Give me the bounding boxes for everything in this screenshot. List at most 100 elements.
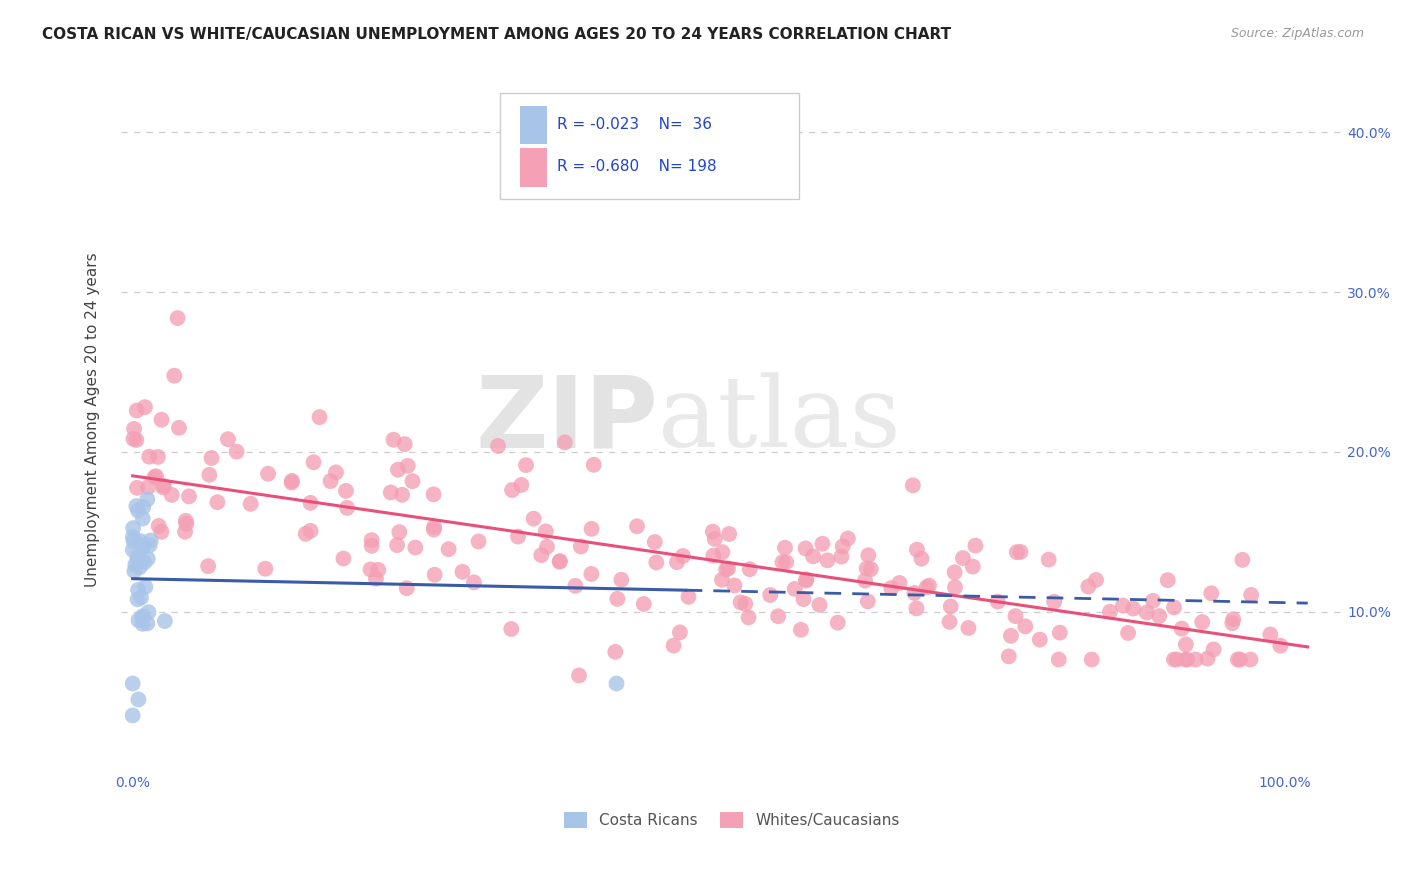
Point [299,496,322,510]
Point [302,455,325,469]
Point [401,474,423,488]
Point [385,538,408,552]
Point [703,532,725,546]
Point [794,541,817,556]
Point [281,474,304,488]
Point [501,622,523,636]
Point [131,610,153,624]
Point [564,579,586,593]
Text: atlas: atlas [658,372,901,467]
Point [1229,652,1251,666]
Point [901,478,924,492]
Point [1122,601,1144,615]
Point [280,475,302,490]
Point [1005,545,1028,559]
Point [515,458,537,472]
Point [1175,652,1198,666]
Point [122,432,145,446]
Point [382,433,405,447]
Point [837,532,859,546]
Point [1043,595,1066,609]
Point [174,516,197,531]
Point [152,480,174,494]
Point [702,524,724,539]
Point [738,562,761,576]
Point [1038,552,1060,566]
Point [666,555,689,569]
Point [364,572,387,586]
Point [997,649,1019,664]
Point [1000,629,1022,643]
Point [122,422,145,436]
Point [965,539,987,553]
Point [146,450,169,464]
Point [943,566,966,580]
Point [166,311,188,326]
Point [163,368,186,383]
Point [254,562,277,576]
Point [783,582,806,596]
Point [1112,599,1135,613]
Point [952,551,974,566]
Point [548,554,571,568]
Point [1116,626,1139,640]
Point [957,621,980,635]
Point [121,676,143,690]
Point [905,601,928,615]
Bar [520,106,547,145]
Point [239,497,262,511]
Point [145,469,167,483]
Point [1163,652,1185,666]
Point [1174,652,1197,666]
Point [127,503,149,517]
Point [790,623,813,637]
Point [1077,580,1099,594]
Point [889,576,911,591]
Point [605,676,627,690]
Point [437,542,460,557]
Point [672,549,695,563]
Point [903,586,925,600]
Point [582,458,605,472]
Point [294,526,316,541]
Point [808,598,831,612]
Point [645,556,668,570]
Point [501,483,523,497]
Point [395,581,418,595]
Point [987,594,1010,608]
Point [388,525,411,540]
Point [1260,627,1282,641]
Point [856,594,879,608]
Point [1014,619,1036,633]
Point [910,551,932,566]
Point [387,463,409,477]
Point [1222,612,1244,626]
Point [125,499,148,513]
Point [510,478,533,492]
Point [332,551,354,566]
Point [730,595,752,609]
Point [394,437,416,451]
Point [486,439,509,453]
Point [830,549,852,564]
Point [714,562,737,576]
Point [124,558,146,572]
Text: R = -0.680    N= 198: R = -0.680 N= 198 [557,160,717,175]
Point [299,524,322,538]
Point [853,574,876,588]
Point [136,480,159,494]
Point [423,520,446,534]
Point [198,467,221,482]
Point [1163,600,1185,615]
Text: COSTA RICAN VS WHITE/CAUCASIAN UNEMPLOYMENT AMONG AGES 20 TO 24 YEARS CORRELATIO: COSTA RICAN VS WHITE/CAUCASIAN UNEMPLOYM… [42,27,952,42]
Point [396,458,419,473]
Point [167,421,190,435]
Point [127,592,149,607]
Point [160,488,183,502]
Point [143,470,166,484]
Point [548,555,571,569]
Point [127,554,149,568]
Point [1166,652,1188,666]
Point [662,639,685,653]
Point [1174,637,1197,651]
